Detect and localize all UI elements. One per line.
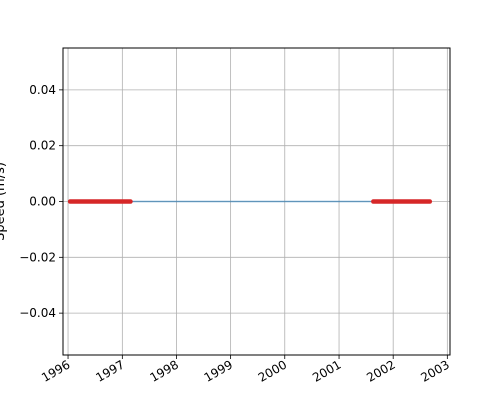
y-tick-label: 0.02	[29, 139, 56, 153]
y-tick-label: 0.04	[29, 83, 56, 97]
y-tick-label: −0.04	[19, 306, 56, 320]
x-tick-label: 2003	[418, 357, 451, 384]
y-tick-label: 0.00	[29, 195, 56, 209]
x-tick-label: 2002	[364, 357, 397, 384]
x-tick-label: 1999	[202, 357, 235, 384]
ticks: 1996 1997 1998 1999 2000 2001 2002 2003 −0.04 −0.…	[19, 83, 452, 385]
y-axis-label: Speed (m/s)	[0, 162, 8, 241]
x-tick-label: 1998	[148, 357, 181, 384]
y-tick-label: −0.02	[19, 250, 56, 264]
x-tick-label: 2001	[310, 357, 343, 384]
x-tick-label: 1996	[39, 357, 72, 384]
x-tick-label: 2000	[256, 357, 289, 384]
x-tick-label: 1997	[93, 357, 126, 384]
